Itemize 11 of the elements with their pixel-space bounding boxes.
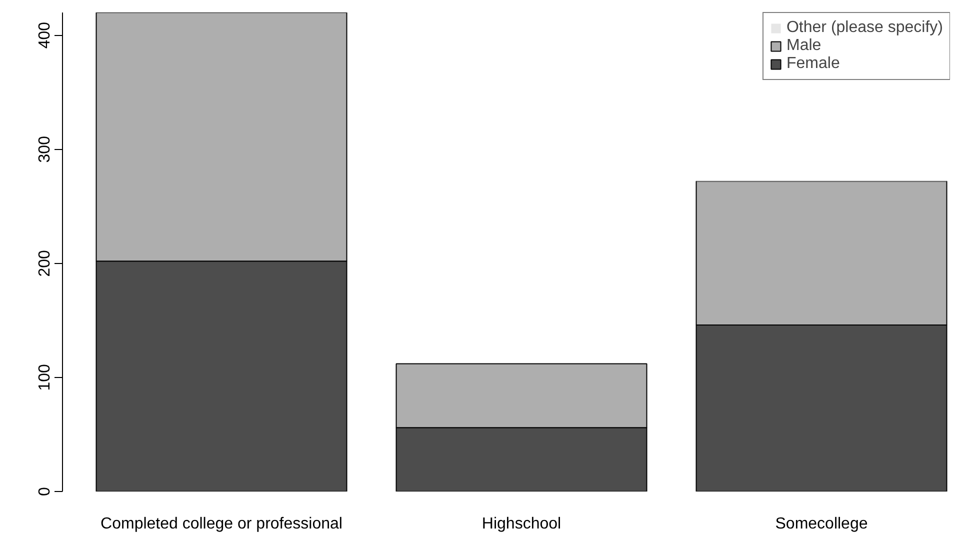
x-tick-label: Completed college or professional [100,516,342,532]
legend-label: Female [786,55,840,73]
y-tick-label: 100 [36,364,54,391]
x-tick-label: Highschool [482,516,562,532]
y-tick-label: 400 [36,22,54,49]
y-tick-label: 0 [36,486,54,496]
legend-label: Male [786,37,822,55]
x-tick-label: Somecollege [775,516,868,532]
y-tick-label: 300 [36,136,54,163]
legend-label: Other (please specify) [786,19,943,37]
y-tick-label: 200 [36,250,54,277]
